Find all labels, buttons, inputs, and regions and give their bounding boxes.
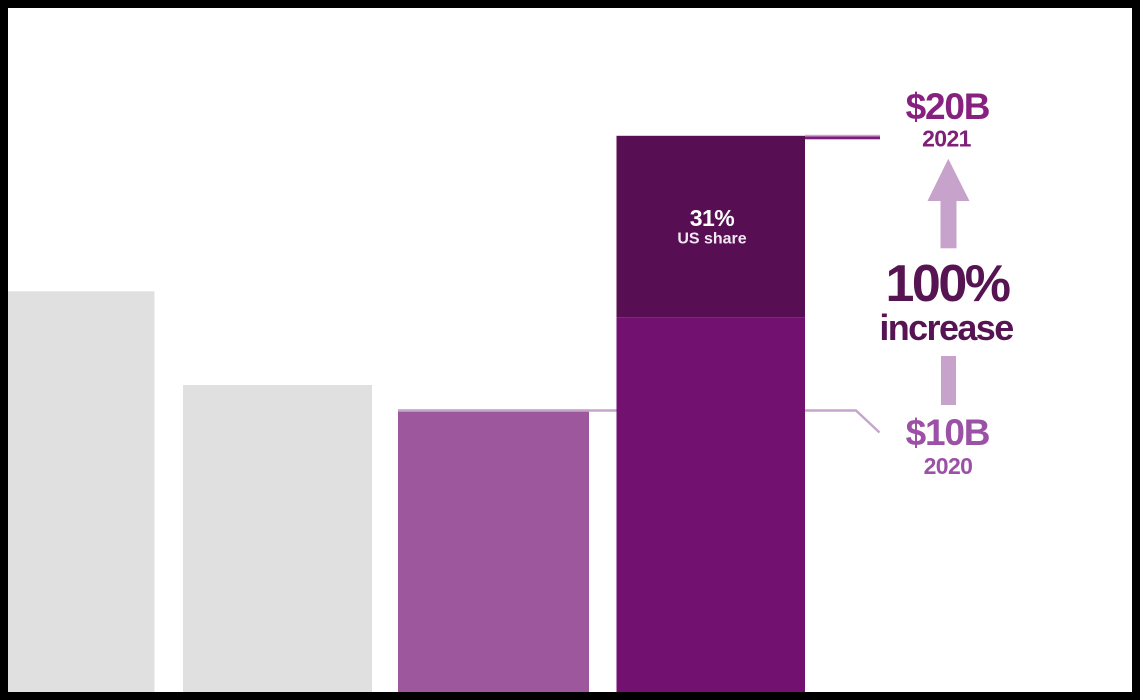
svg-text:$10B: $10B [906, 412, 990, 453]
svg-text:$20B: $20B [906, 86, 990, 127]
svg-text:2020: 2020 [924, 453, 973, 479]
svg-text:31%: 31% [690, 205, 735, 231]
svg-text:2021: 2021 [922, 126, 972, 152]
svg-text:increase: increase [879, 307, 1013, 348]
svg-text:US share: US share [677, 231, 746, 248]
svg-text:100%: 100% [886, 255, 1010, 313]
